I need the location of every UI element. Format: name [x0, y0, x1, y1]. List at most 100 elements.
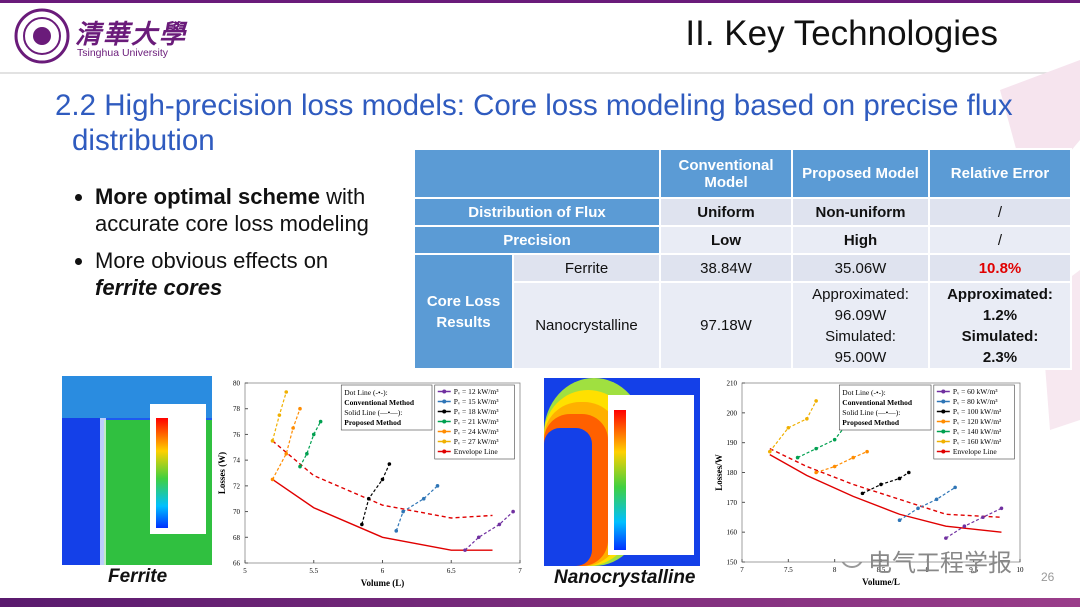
- y-tick-label: 150: [727, 559, 738, 567]
- legend-label: Pᵥ = 80 kW/m³: [953, 397, 998, 406]
- legend-swatch-dot: [442, 429, 447, 434]
- series-point: [907, 470, 911, 475]
- group-header: Core Loss Results: [413, 253, 514, 370]
- x-tick-label: 5: [243, 567, 247, 575]
- logo-text: 清華大學: [75, 19, 188, 49]
- bullet-bold: More optimal scheme: [95, 184, 320, 209]
- legend-swatch-dot: [442, 389, 447, 394]
- envelope-line: [272, 440, 493, 519]
- nanocrystalline-field-map: [544, 378, 700, 566]
- x-tick-label: 10: [1017, 566, 1025, 574]
- series-point: [463, 548, 467, 552]
- y-tick-label: 170: [727, 499, 738, 507]
- legend-swatch-dot: [941, 439, 946, 444]
- series-line: [797, 427, 845, 459]
- watermark: 电气工程学报: [868, 550, 1012, 577]
- y-tick-label: 74: [233, 457, 241, 465]
- cell: Approximated: 96.09W Simulated: 95.00W: [791, 281, 930, 370]
- column-header: Conventional Model: [659, 148, 793, 199]
- x-tick-label: 9.5: [969, 566, 978, 574]
- decor: [1000, 60, 1080, 200]
- series-point: [387, 462, 392, 466]
- page-number: 26: [1041, 570, 1055, 584]
- series-point: [277, 413, 282, 417]
- cell-line: Approximated:: [947, 285, 1053, 303]
- envelope-line: [769, 453, 1002, 533]
- cell-line: 96.09W: [834, 306, 887, 324]
- method-legend-box: [340, 384, 433, 431]
- legend-swatch-dot: [941, 429, 946, 434]
- legend-swatch-dot: [442, 409, 447, 414]
- legend-label: Pᵥ = 120 kW/m³: [953, 417, 1002, 426]
- legend-label: Pᵥ = 21 kW/m³: [454, 417, 499, 426]
- series-line: [464, 511, 514, 551]
- series-line: [862, 471, 910, 494]
- series-point: [421, 496, 426, 501]
- cell: High: [791, 225, 930, 255]
- y-tick-label: 66: [233, 560, 241, 568]
- legend-swatch-dot: [941, 449, 946, 454]
- legend-label: Pᵥ = 140 kW/m³: [953, 427, 1002, 436]
- series-point: [318, 419, 323, 424]
- series-point: [832, 464, 837, 469]
- method-legend-text: Dot Line (-•-):: [344, 388, 387, 397]
- section-title: II. Key Technologies: [685, 14, 998, 53]
- series-point: [305, 451, 309, 456]
- series-point: [805, 417, 809, 421]
- series-point: [981, 515, 985, 520]
- column-header: Relative Error: [928, 148, 1072, 199]
- y-tick-label: 76: [233, 431, 241, 439]
- legend-label: Pᵥ = 27 kW/m³: [454, 437, 499, 446]
- series-point: [284, 390, 289, 394]
- bullet-text: with accurate core loss modeling: [95, 184, 369, 236]
- series-point: [916, 506, 920, 511]
- cell: 38.84W: [659, 253, 793, 283]
- series-point: [511, 509, 515, 514]
- y-tick-label: 78: [233, 405, 241, 413]
- y-tick-label: 80: [233, 380, 241, 388]
- top-bar: [0, 0, 1080, 3]
- series-line: [945, 507, 1002, 539]
- cell-line: 1.2%: [982, 306, 1018, 324]
- method-legend-text: Proposed Method: [842, 418, 900, 427]
- series-point: [311, 432, 316, 437]
- series-line: [769, 400, 817, 452]
- x-axis-label: Volume/L: [862, 577, 900, 587]
- legend-swatch-dot: [941, 399, 946, 404]
- method-legend-text: Solid Line (—•—):: [842, 408, 900, 417]
- series-point: [999, 506, 1004, 511]
- legend-label: Pᵥ = 12 kW/m³: [454, 387, 499, 396]
- y-tick-label: 160: [727, 529, 738, 537]
- y-axis-label: Losses (W): [217, 452, 227, 494]
- legend-label: Pᵥ = 18 kW/m³: [454, 407, 499, 416]
- series-point: [380, 477, 385, 482]
- row-label: Nanocrystalline: [512, 281, 661, 370]
- series-point: [814, 446, 818, 451]
- series-point: [270, 477, 275, 482]
- logo-seal: [14, 8, 70, 64]
- series-point: [394, 529, 399, 533]
- method-legend-text: Dot Line (-•-):: [842, 388, 885, 397]
- cell: 10.8%: [928, 253, 1072, 283]
- method-legend-box: [838, 384, 932, 431]
- cell: 97.18W: [659, 281, 793, 370]
- y-axis-label: Losses/W: [714, 454, 724, 491]
- cell: Uniform: [659, 197, 793, 227]
- legend-label: Pᵥ = 24 kW/m³: [454, 427, 499, 436]
- x-tick-label: 7: [740, 566, 744, 574]
- x-tick-label: 7.5: [784, 566, 793, 574]
- legend-label: Pᵥ = 160 kW/m³: [953, 437, 1002, 446]
- series-point: [814, 399, 818, 403]
- figure-caption: Nanocrystalline: [554, 567, 696, 588]
- cell: Low: [659, 225, 793, 255]
- loss-plot: 150 160 170 180 190 200 210 7 7.5 8 8.5 9 9.5 10 Volum…: [714, 380, 1024, 588]
- series-point: [962, 524, 967, 528]
- legend-label: Pᵥ = 15 kW/m³: [454, 397, 499, 406]
- bullet-text: More obvious effects on: [95, 248, 329, 273]
- cell-line: Simulated:: [825, 327, 896, 345]
- series-point: [934, 497, 939, 502]
- cell: /: [928, 225, 1072, 255]
- heading: 2.2 High-precision loss models: Core los…: [55, 89, 1013, 157]
